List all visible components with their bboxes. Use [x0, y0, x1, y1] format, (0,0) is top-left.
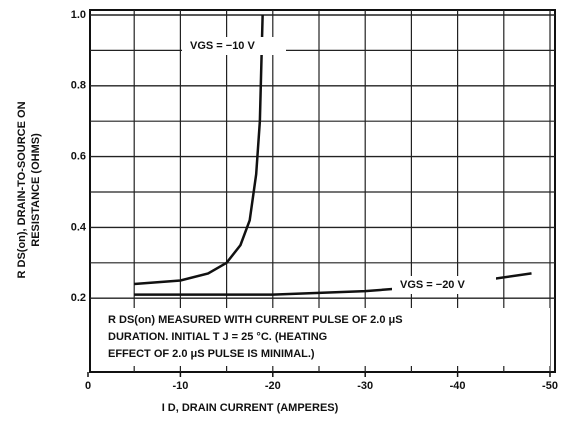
note-bg — [100, 308, 550, 366]
note: EFFECT OF 2.0 μS PULSE IS MINIMAL.) — [108, 348, 315, 360]
label-bg — [392, 276, 496, 294]
y-tick-label: 1.0 — [71, 9, 86, 21]
y-tick-label: 0.2 — [71, 292, 86, 304]
x-tick-label: -40 — [450, 380, 466, 392]
plot-frame — [89, 9, 556, 373]
series-label: VGS = −20 V — [400, 279, 465, 291]
note: DURATION. INITIAL T J = 25 °C. (HEATING — [108, 331, 327, 343]
data-line — [134, 14, 264, 286]
y-tick-label: 0.6 — [71, 151, 86, 163]
y-axis-label: R DS(on), DRAIN-TO-SOURCE ON — [16, 101, 28, 278]
note: R DS(on) MEASURED WITH CURRENT PULSE OF … — [108, 314, 403, 326]
x-axis-label: I D, DRAIN CURRENT (AMPERES) — [162, 402, 339, 414]
y-axis-label: RESISTANCE (OHMS) — [30, 133, 42, 247]
x-tick-label: -30 — [357, 380, 373, 392]
series-label: VGS = −10 V — [190, 40, 255, 52]
y-tick-label: 0.4 — [71, 221, 87, 233]
x-tick-label: -20 — [265, 380, 281, 392]
x-tick-label: -50 — [542, 380, 558, 392]
x-tick-label: -10 — [172, 380, 188, 392]
label-bg — [182, 37, 286, 55]
x-tick-label: 0 — [85, 380, 91, 392]
y-tick-label: 0.8 — [71, 80, 86, 92]
